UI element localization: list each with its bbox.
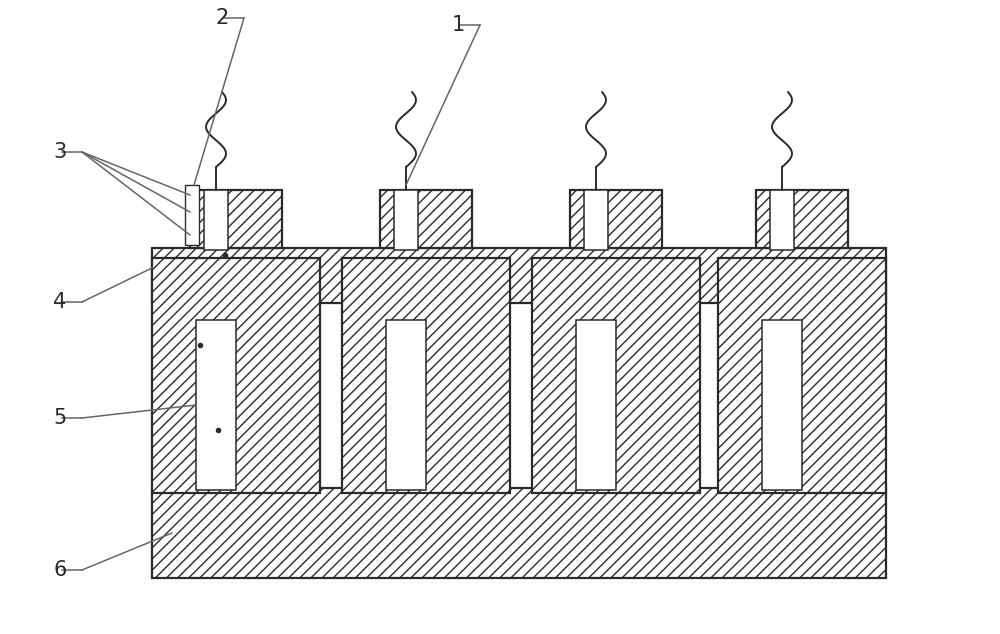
Bar [394,190,418,250]
Bar [185,185,199,245]
Bar [386,320,426,490]
Bar [190,190,282,248]
Bar [756,190,848,248]
Bar [152,488,886,578]
Bar [762,320,802,490]
Text: 5: 5 [53,408,67,428]
Bar [204,190,228,250]
Bar [570,190,662,248]
Bar [342,258,510,493]
Bar [532,258,700,493]
Bar [196,320,236,490]
Bar [152,248,886,303]
Bar [770,190,794,250]
Bar [718,258,886,493]
Text: 3: 3 [53,142,67,162]
Bar [576,320,616,490]
Text: 2: 2 [215,8,229,28]
Text: 6: 6 [53,560,67,580]
Bar [380,190,472,248]
Bar [152,258,320,493]
Text: 1: 1 [451,15,465,35]
Text: 4: 4 [53,292,67,312]
Bar [584,190,608,250]
